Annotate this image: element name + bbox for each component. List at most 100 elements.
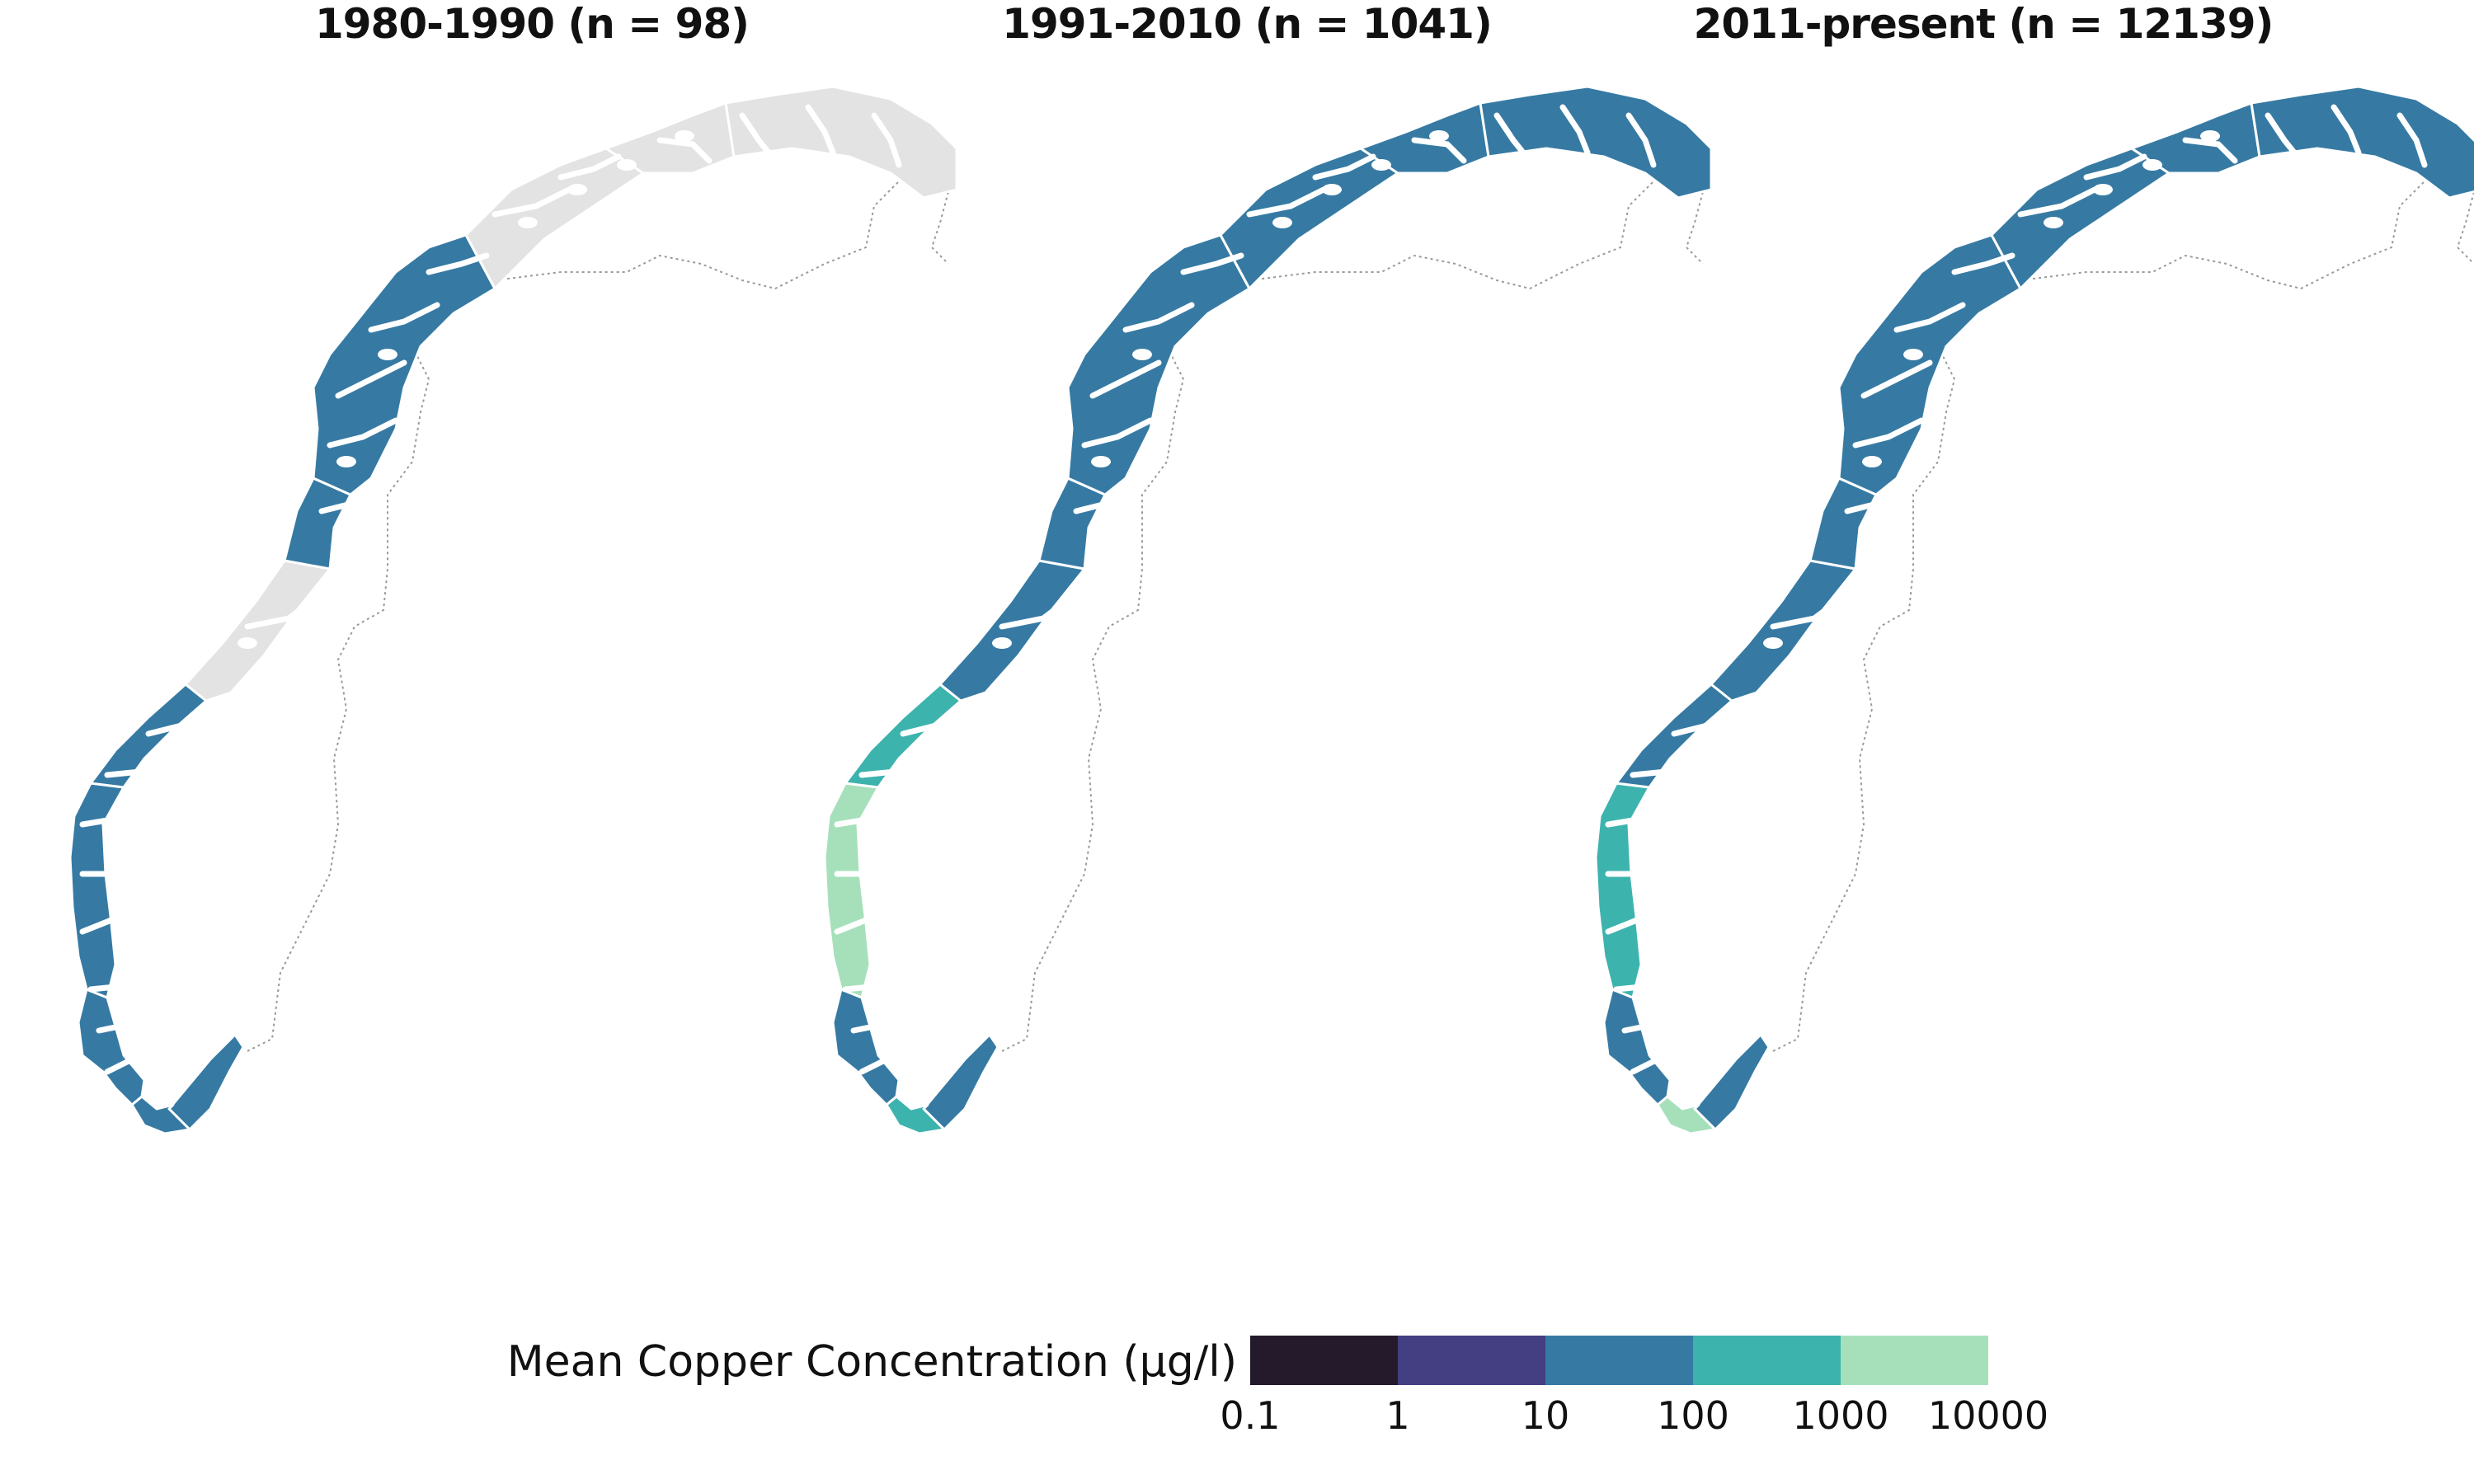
- fjord-cut: [492, 186, 572, 218]
- legend-swatch-2: [1545, 1336, 1693, 1385]
- fjord-cut: [834, 862, 939, 877]
- island: [1903, 349, 1923, 360]
- legend-swatch-3: [1693, 1336, 1841, 1385]
- fjord-cut: [368, 302, 440, 333]
- fjord-cut: [327, 417, 399, 448]
- fjord-cut: [900, 722, 972, 737]
- panel-title-1991-2010: 1991-2010 (n = 1041): [1002, 0, 1493, 48]
- fjord-cut: [1605, 862, 1710, 877]
- region-finnmark-east: [1479, 85, 1713, 200]
- fjord-cut: [2396, 112, 2428, 168]
- fjord-cut: [1312, 153, 1376, 181]
- fjord-cut: [2265, 112, 2304, 164]
- fjord-cut: [1411, 137, 1467, 164]
- map-panel-1: [68, 85, 958, 1135]
- fjord-cut: [1625, 112, 1657, 168]
- island: [2200, 130, 2220, 142]
- region-nordland-south: [1037, 477, 1107, 571]
- fjord-cut: [871, 112, 902, 168]
- fjord-cut: [426, 252, 490, 275]
- fjord-cut: [858, 763, 948, 778]
- fjord-cut: [145, 722, 218, 737]
- fjord-cut: [1122, 302, 1195, 333]
- island: [2142, 159, 2162, 171]
- island: [378, 349, 397, 360]
- fjord-cut: [739, 112, 778, 164]
- island: [518, 217, 538, 228]
- region-finnmark-east: [724, 85, 958, 200]
- legend-swatch-0: [1250, 1336, 1398, 1385]
- fjord-cut: [1630, 1044, 1702, 1075]
- legend-tick-label: 1: [1385, 1393, 1410, 1438]
- panel-title-2011-present: 2011-present (n = 12139): [1693, 0, 2274, 48]
- fjord-cut: [1893, 302, 1966, 333]
- legend-title: Mean Copper Concentration (µg/l): [506, 1337, 1237, 1387]
- legend-tick-label: 10: [1521, 1393, 1570, 1438]
- region-nordland-south: [283, 477, 352, 571]
- island: [1322, 184, 1342, 195]
- fjord-cut: [79, 813, 168, 828]
- country-border: [247, 159, 958, 1052]
- fjord-cut: [335, 359, 407, 399]
- map-panel-3: [1594, 85, 2474, 1135]
- fjord-cut: [656, 137, 713, 164]
- fjord-cut: [557, 153, 622, 181]
- island: [1091, 456, 1111, 467]
- fjord-cut: [87, 978, 176, 993]
- region-west-south: [77, 988, 146, 1106]
- fjord-cut: [104, 763, 193, 778]
- legend-tick-label: 1000: [1792, 1393, 1889, 1438]
- island: [1862, 456, 1882, 467]
- region-south-skagerrak: [167, 1033, 245, 1131]
- fjord-cut: [1605, 912, 1694, 935]
- fjord-cut: [834, 912, 923, 935]
- region-west-fjords: [68, 782, 125, 999]
- island: [567, 184, 587, 195]
- region-south-skagerrak: [922, 1033, 999, 1131]
- island: [1132, 349, 1152, 360]
- country-border: [1772, 161, 2474, 1052]
- fjord-cut: [96, 1019, 168, 1034]
- island: [336, 456, 356, 467]
- fjord-cut: [834, 813, 923, 828]
- fjord-cut: [1180, 252, 1244, 275]
- region-south-skagerrak: [1693, 1033, 1771, 1131]
- fjord-cut: [1671, 722, 1743, 737]
- region-troms: [464, 147, 645, 290]
- region-west-south: [831, 988, 901, 1106]
- island: [2093, 184, 2113, 195]
- legend-tick-label: 0.1: [1220, 1393, 1281, 1438]
- fjord-cut: [318, 483, 383, 514]
- panel-title-1980-1990: 1980-1990 (n = 98): [314, 0, 750, 48]
- fjord-cut: [1860, 359, 1933, 399]
- fjord-cut: [1493, 112, 1533, 164]
- fjord-cut: [850, 1019, 923, 1034]
- fjord-cut: [1073, 483, 1137, 514]
- fjord-cut: [1089, 359, 1162, 399]
- fjord-cut: [805, 104, 836, 156]
- fjord-cut: [1613, 978, 1702, 993]
- fjord-cut: [1246, 186, 1327, 218]
- fjord-cut: [1559, 104, 1591, 156]
- legend-tick-label: 100: [1657, 1393, 1729, 1438]
- fjord-cut: [1630, 763, 1719, 778]
- fjord-cut: [244, 590, 325, 630]
- fjord-cut: [1844, 483, 1908, 514]
- region-west-south: [1602, 988, 1672, 1106]
- fjord-cut: [2331, 104, 2362, 156]
- region-west-fjords: [823, 782, 880, 999]
- fjord-cut: [2083, 153, 2147, 181]
- island: [992, 637, 1012, 649]
- fjord-cut: [842, 978, 931, 993]
- fjord-cut: [2182, 137, 2238, 164]
- fjord-cut: [1770, 590, 1851, 630]
- legend-swatch-1: [1398, 1336, 1545, 1385]
- fjord-cut: [2017, 186, 2098, 218]
- region-trondelag: [1710, 559, 1857, 702]
- fjord-cut: [858, 1044, 931, 1075]
- region-nordland-south: [1808, 477, 1878, 571]
- fjord-cut: [104, 1044, 176, 1075]
- island: [2044, 217, 2063, 228]
- fjord-cut: [999, 590, 1079, 630]
